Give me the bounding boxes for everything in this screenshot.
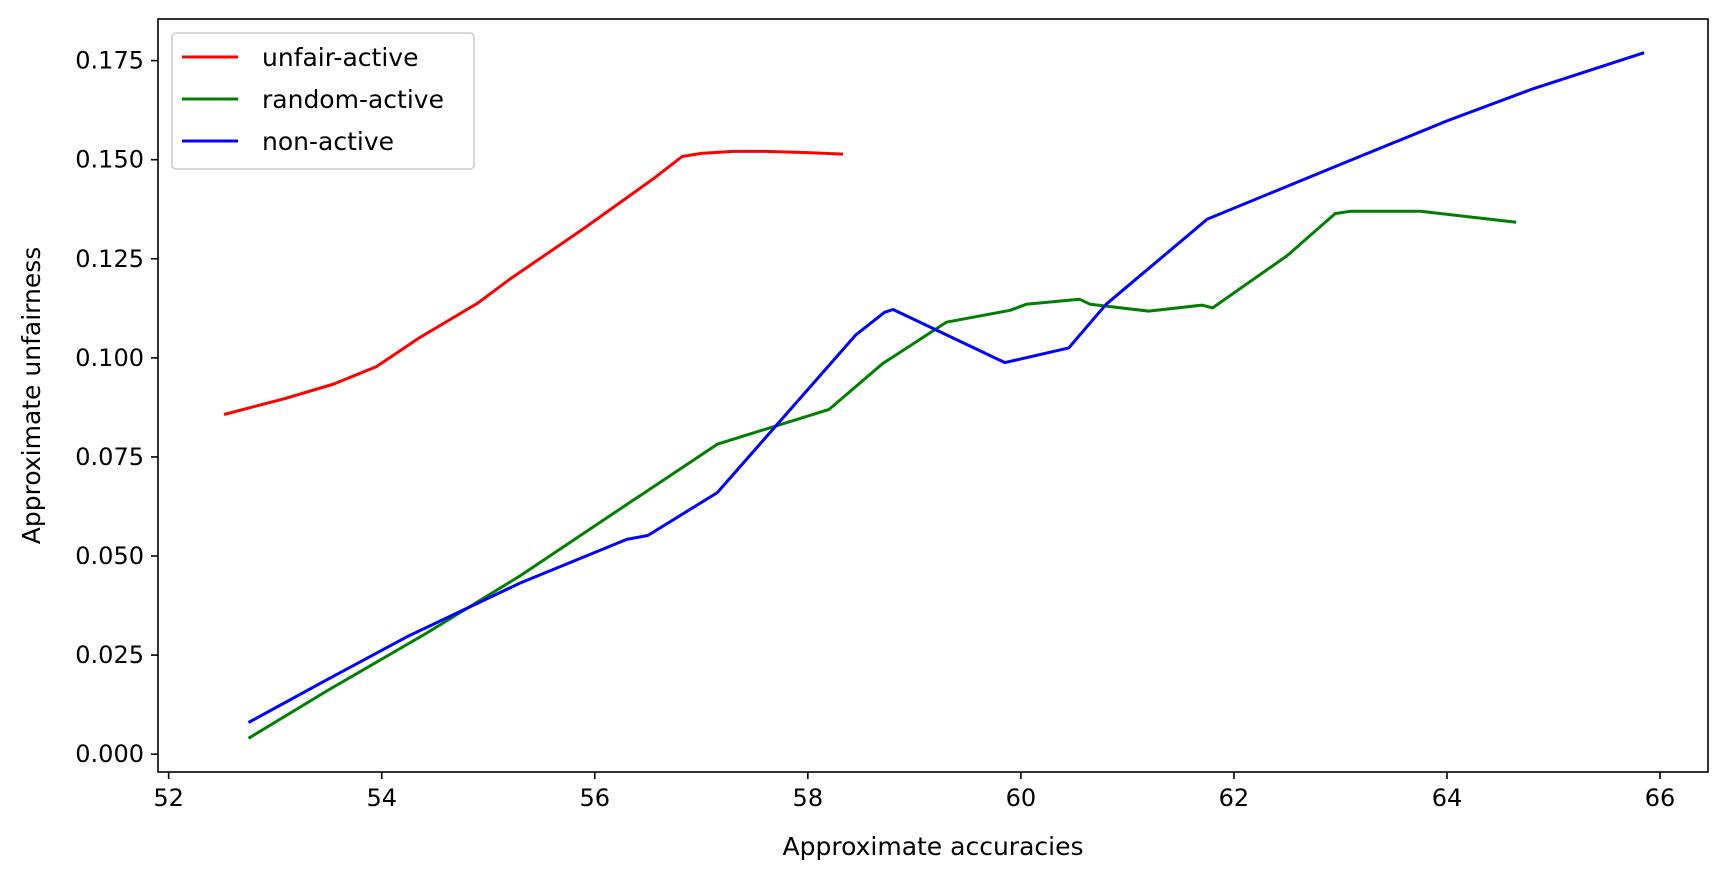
y-tick-label: 0.000 [75,740,144,768]
x-tick-label: 58 [793,784,824,812]
y-tick-label: 0.050 [75,542,144,570]
legend-label-random-active: random-active [262,85,444,114]
y-tick-label: 0.025 [75,641,144,669]
x-axis-title: Approximate accuracies [783,832,1084,861]
x-tick-label: 56 [579,784,610,812]
series-line-random-active [247,209,1517,740]
y-tick-label: 0.150 [75,146,144,174]
x-axis-ticks: 52 54 56 58 60 62 64 66 [153,772,1675,812]
legend: unfair-active random-active non-active [171,32,475,170]
y-axis-ticks: 0.000 0.025 0.050 0.075 0.100 0.125 0.150 0.175 [75,47,158,768]
x-tick-label: 62 [1219,784,1250,812]
x-tick-label: 66 [1645,784,1676,812]
plot-frame [157,18,1709,773]
legend-label-unfair-active: unfair-active [262,43,418,72]
y-tick-label: 0.100 [75,344,144,372]
legend-box [171,32,475,170]
legend-label-non-active: non-active [262,127,394,156]
y-tick-label: 0.075 [75,443,144,471]
x-tick-label: 64 [1432,784,1463,812]
plot-lines [223,51,1645,740]
series-line-unfair-active [223,149,844,416]
series-line-non-active [247,51,1645,724]
x-tick-label: 54 [366,784,397,812]
y-tick-label: 0.175 [75,47,144,75]
x-tick-label: 52 [153,784,184,812]
y-tick-label: 0.125 [75,245,144,273]
x-tick-label: 60 [1006,784,1037,812]
y-axis-title: Approximate unfairness [17,247,46,545]
